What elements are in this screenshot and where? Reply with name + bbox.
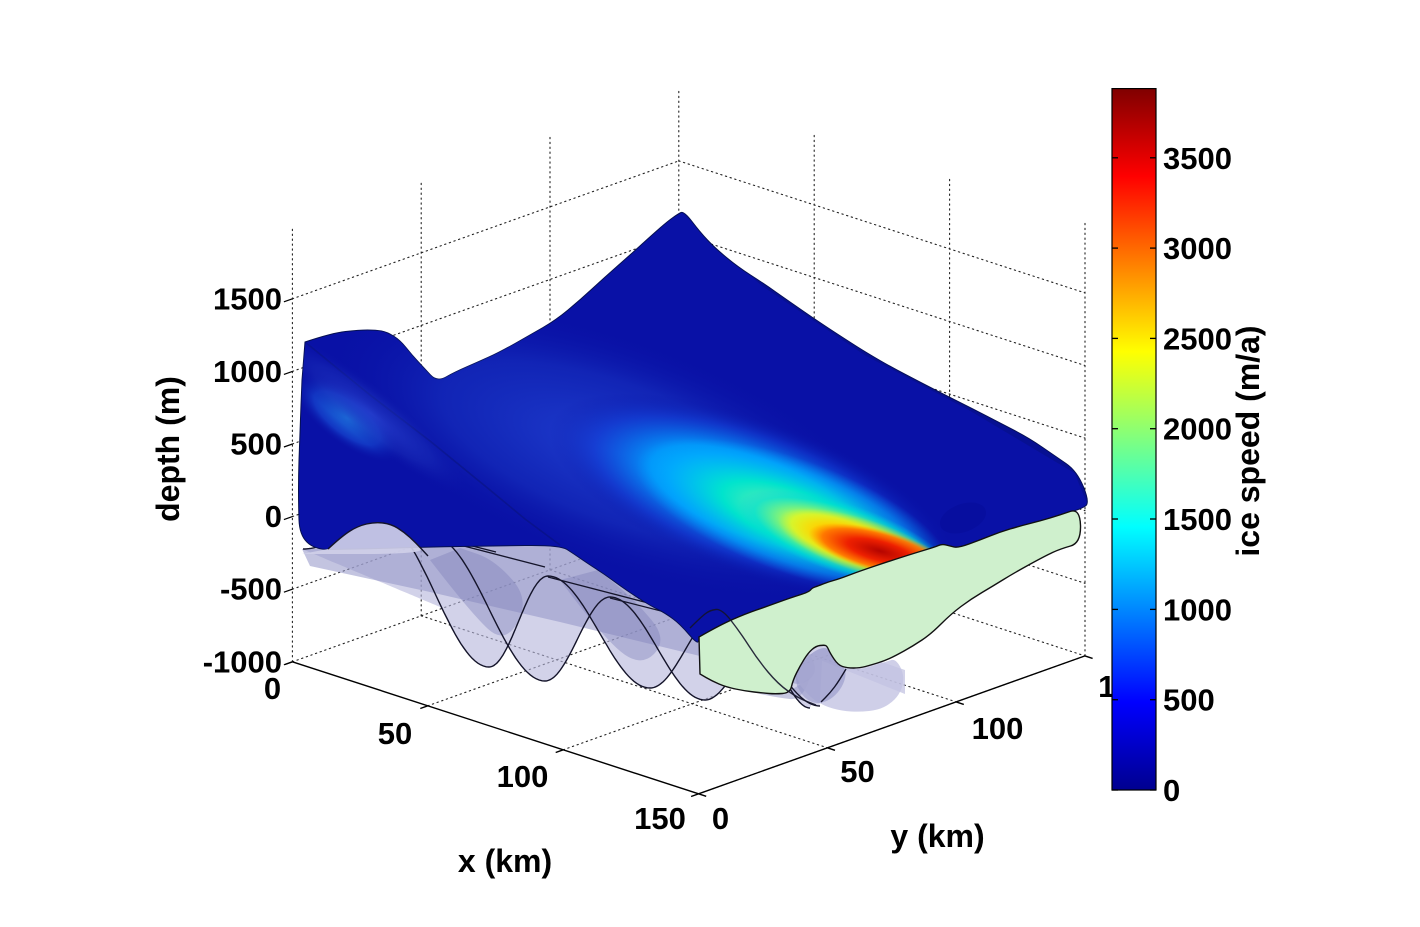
svg-text:1500: 1500 xyxy=(1163,502,1232,537)
svg-text:150: 150 xyxy=(634,801,686,836)
svg-text:100: 100 xyxy=(497,759,549,794)
svg-text:2000: 2000 xyxy=(1163,412,1232,447)
svg-text:50: 50 xyxy=(840,754,874,789)
svg-text:50: 50 xyxy=(378,716,412,751)
svg-text:-1000: -1000 xyxy=(203,644,282,679)
svg-text:0: 0 xyxy=(712,801,729,836)
svg-text:depth (m): depth (m) xyxy=(150,376,186,522)
svg-text:500: 500 xyxy=(230,427,282,462)
svg-text:1000: 1000 xyxy=(1163,592,1232,627)
svg-text:0: 0 xyxy=(265,499,282,534)
svg-text:100: 100 xyxy=(972,711,1024,746)
svg-text:500: 500 xyxy=(1163,683,1215,718)
svg-text:y (km): y (km) xyxy=(890,818,984,854)
svg-text:3500: 3500 xyxy=(1163,141,1232,176)
svg-text:1500: 1500 xyxy=(213,281,282,316)
svg-text:2500: 2500 xyxy=(1163,321,1232,356)
svg-text:3000: 3000 xyxy=(1163,231,1232,266)
svg-text:x (km): x (km) xyxy=(458,843,552,879)
svg-text:-500: -500 xyxy=(220,572,282,607)
svg-text:ice speed (m/a): ice speed (m/a) xyxy=(1230,325,1266,556)
svg-text:0: 0 xyxy=(1163,773,1180,808)
svg-text:1000: 1000 xyxy=(213,354,282,389)
svg-text:0: 0 xyxy=(264,671,281,706)
